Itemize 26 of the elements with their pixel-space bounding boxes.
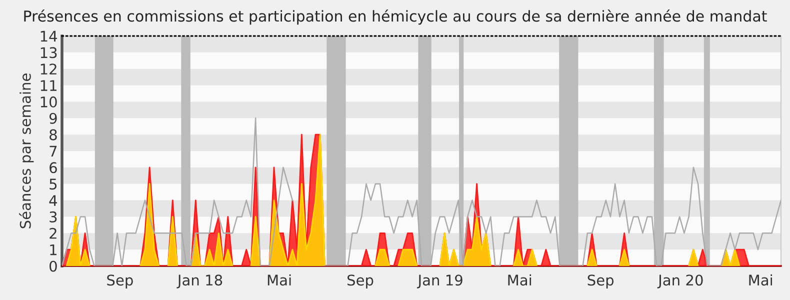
x-tick-label: Sep: [588, 274, 614, 288]
x-tick-label: Sep: [347, 274, 374, 288]
x-tick-label: Mai: [749, 274, 772, 286]
y-tick-label: 12: [40, 64, 56, 74]
x-tick-label: Jan 20: [657, 274, 703, 288]
x-tick-label: Mai: [508, 274, 532, 286]
y-tick-label: 1: [50, 244, 56, 256]
y-tick-label: 2: [50, 228, 56, 239]
x-tick-label: Jan 18: [176, 274, 222, 288]
x-tick-label: Sep: [107, 274, 133, 288]
y-tick-label: 10: [40, 96, 57, 108]
y-tick-label: 11: [40, 80, 56, 91]
y-tick-label: 9: [49, 112, 57, 124]
x-tick-label: Mai: [268, 274, 291, 286]
y-tick-label: 6: [50, 162, 57, 174]
y-tick-label: 14: [40, 30, 58, 42]
y-tick-label: 5: [50, 178, 57, 190]
y-tick-label: 3: [50, 211, 57, 222]
chart-title: Présences en commissions et participation en hémicycle au cours de sa dernière année de mandat: [24, 10, 767, 25]
y-tick-label: 7: [50, 146, 57, 157]
y-tick-label: 0: [50, 260, 57, 272]
x-tick-label: Jan 19: [417, 274, 462, 288]
y-axis-title: Séances par semaine: [19, 74, 34, 228]
y-tick-label: 8: [50, 129, 57, 140]
y-tick-label: 4: [49, 195, 58, 206]
y-tick-label: 13: [40, 47, 57, 58]
